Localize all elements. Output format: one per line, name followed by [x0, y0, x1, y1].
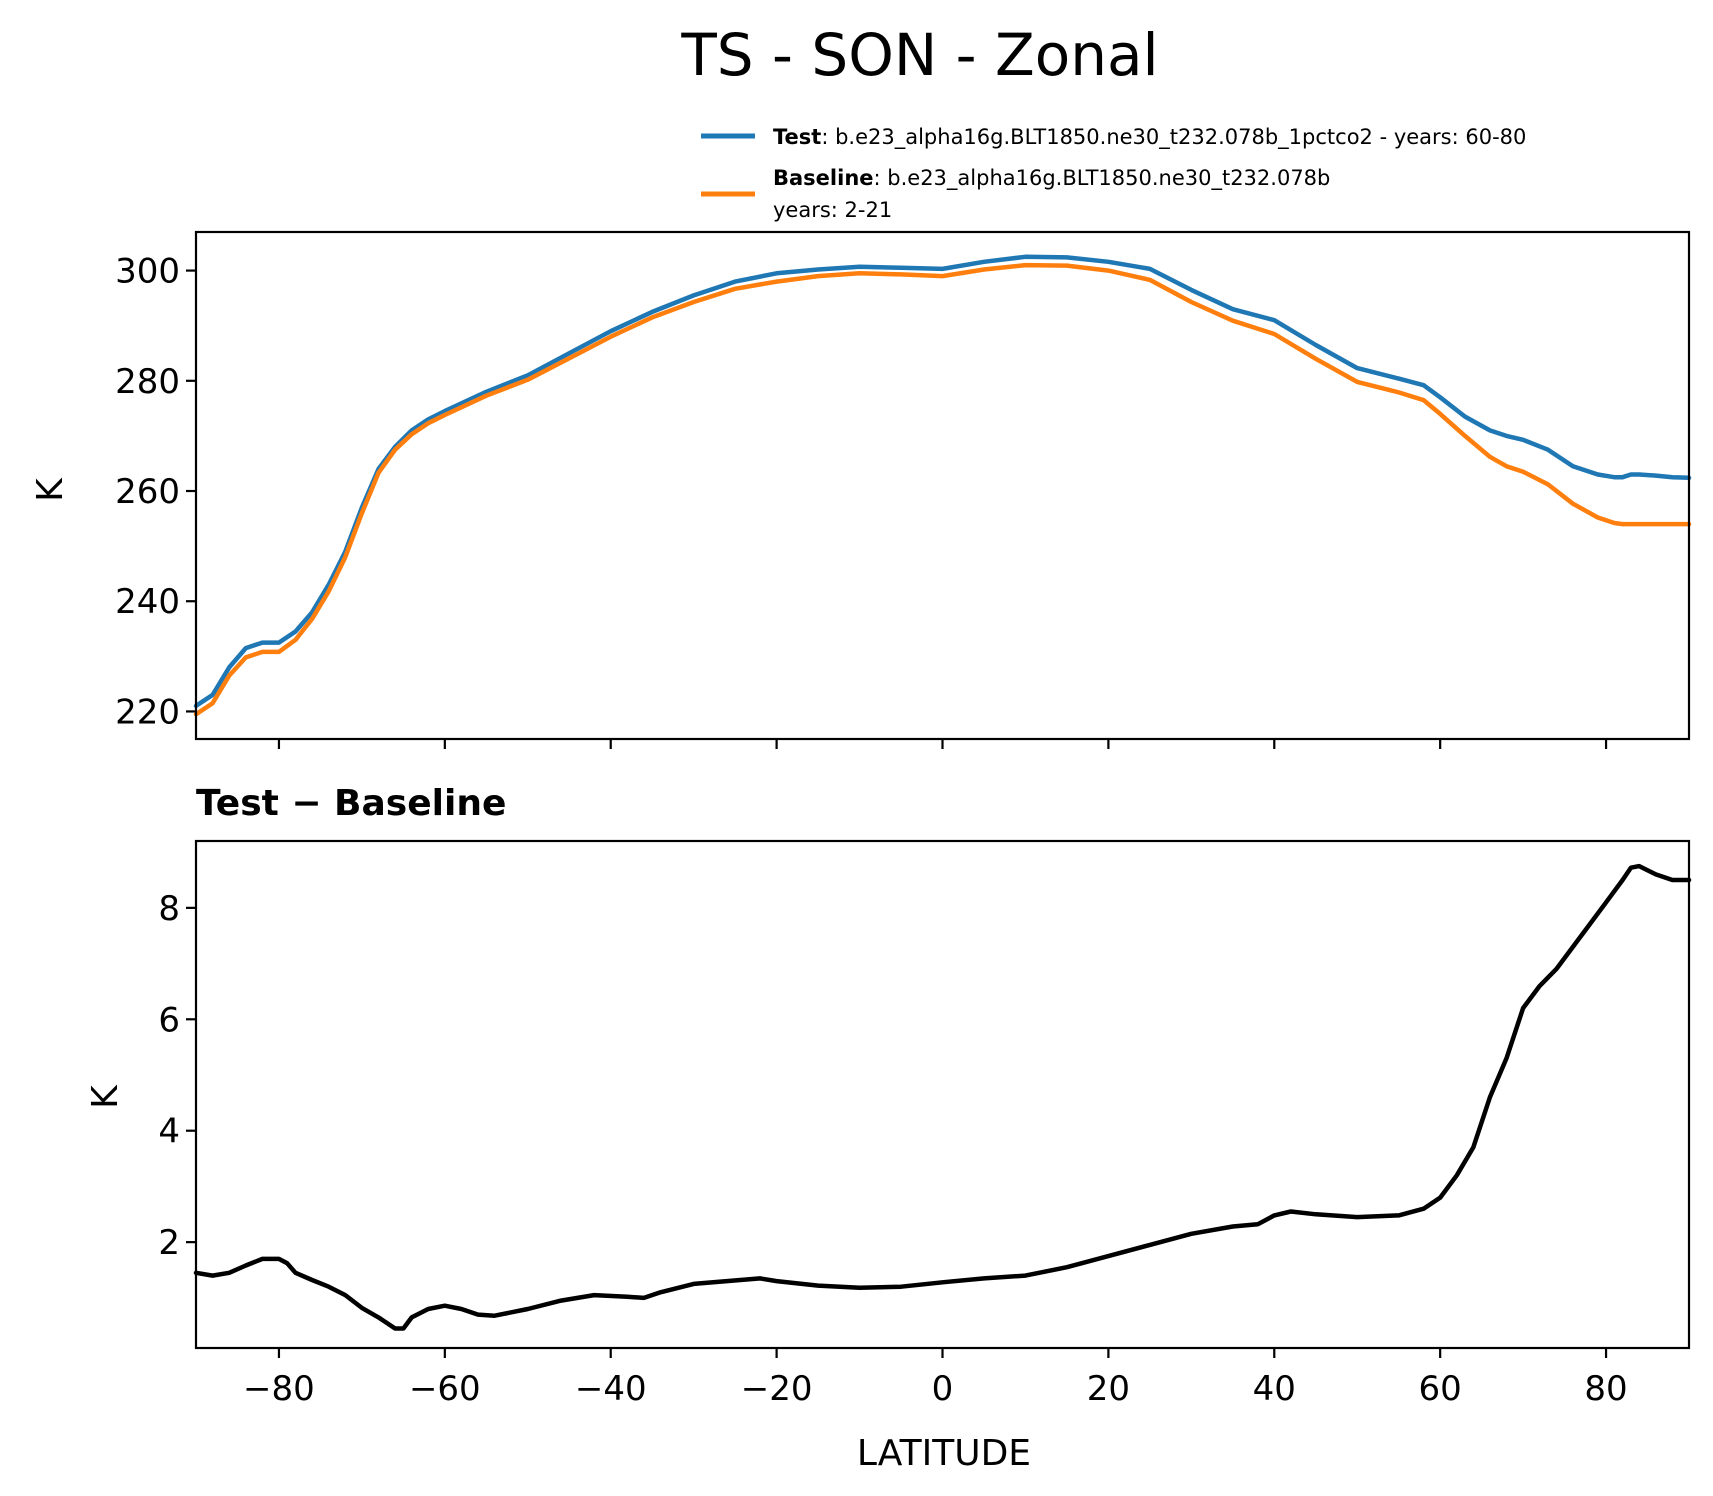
x-tick-label: −20: [741, 1369, 813, 1409]
top-y-ticks: 220 240 260 280 300: [115, 252, 196, 732]
top-y-axis-label: K: [30, 477, 71, 502]
y-tick-label: 220: [115, 692, 180, 732]
bottom-x-axis-label: LATITUDE: [857, 1433, 1031, 1474]
y-tick-label: 240: [115, 582, 180, 622]
bottom-x-ticks: −80 −60 −40 −20 0 20 40 60 80: [243, 1348, 1628, 1409]
bottom-plot-frame: [194, 839, 1691, 1350]
bottom-y-axis-label: K: [85, 1084, 126, 1109]
y-tick-label: 280: [115, 362, 180, 402]
series-line-baseline: [193, 262, 1692, 717]
series-line-test: [193, 254, 1692, 709]
y-tick-label: 8: [158, 889, 180, 929]
legend-baseline-text: : b.e23_alpha16g.BLT1850.ne30_t232.078b: [874, 166, 1331, 191]
x-tick-label: −80: [243, 1369, 315, 1409]
top-series-group: [193, 254, 1692, 717]
bottom-y-ticks: 2 4 6 8: [158, 889, 196, 1263]
y-tick-label: 2: [158, 1223, 180, 1263]
y-tick-label: 4: [158, 1112, 180, 1152]
x-tick-label: 20: [1087, 1369, 1130, 1409]
top-x-ticks: [277, 739, 1608, 749]
legend-baseline-label: Baseline: [773, 166, 874, 190]
y-tick-label: 300: [115, 252, 180, 292]
bottom-panel: Test − Baseline 2 4 6 8 −80 −60 −40 −20 0 20 40 60…: [85, 783, 1692, 1474]
bottom-panel-title: Test − Baseline: [196, 783, 506, 824]
x-tick-label: −60: [409, 1369, 481, 1409]
series-line-difference: [193, 863, 1692, 1331]
bottom-series-group: [193, 863, 1692, 1331]
x-tick-label: −40: [575, 1369, 647, 1409]
legend-test-entry: Test: b.e23_alpha16g.BLT1850.ne30_t232.0…: [773, 125, 1526, 150]
top-panel: 220 240 260 280 300 K: [30, 230, 1692, 749]
figure-title: TS - SON - Zonal: [680, 21, 1158, 89]
legend-baseline-entry: Baseline: b.e23_alpha16g.BLT1850.ne30_t2…: [773, 166, 1330, 191]
legend-test-text: : b.e23_alpha16g.BLT1850.ne30_t232.078b_…: [821, 125, 1526, 150]
x-tick-label: 60: [1419, 1369, 1462, 1409]
y-tick-label: 260: [115, 472, 180, 512]
legend: Test: b.e23_alpha16g.BLT1850.ne30_t232.0…: [701, 125, 1526, 222]
legend-baseline-years: years: 2-21: [773, 198, 892, 222]
legend-test-label: Test: [773, 125, 821, 149]
x-tick-label: 40: [1253, 1369, 1296, 1409]
top-plot-frame: [194, 230, 1691, 741]
x-tick-label: 80: [1584, 1369, 1627, 1409]
x-tick-label: 0: [932, 1369, 954, 1409]
y-tick-label: 6: [158, 1000, 180, 1040]
